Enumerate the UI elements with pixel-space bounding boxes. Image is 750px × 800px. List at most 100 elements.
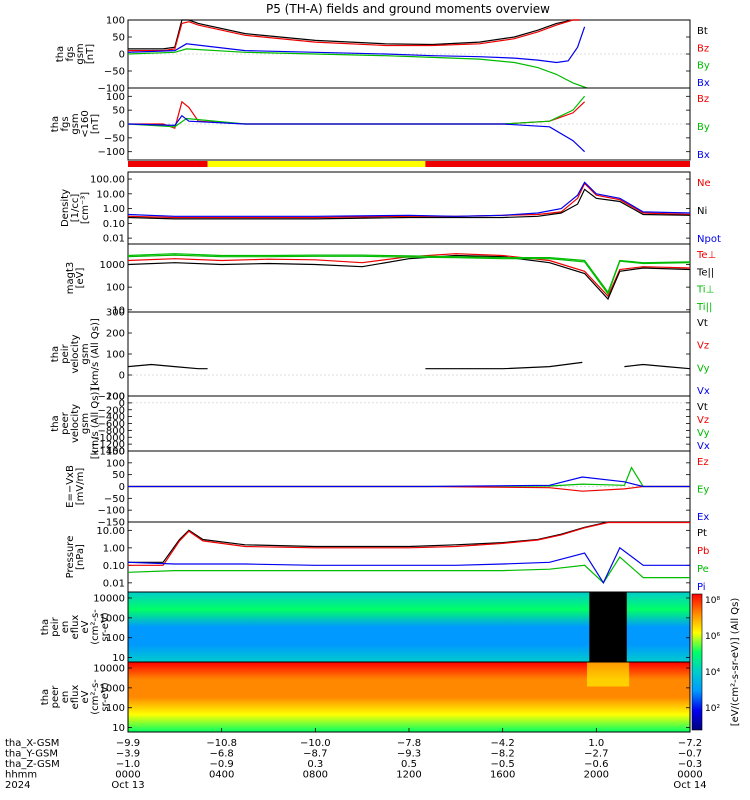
y-tick-label: 100 [106,92,125,103]
y-axis-label: [eV] [75,268,86,289]
x-tick-label: 0800 [303,770,328,781]
y-axis-label: en [60,621,71,634]
spectrogram-band [586,662,630,687]
legend-label: Ex [697,512,709,523]
series-line-Vt [127,363,208,370]
y-axis-label: sr-eV) [100,612,111,641]
series-line-Te⊥ [127,253,691,298]
y-tick-label: 50 [112,106,125,117]
x-tick-label: 0.3 [307,759,323,770]
spectrogram-no-data [589,592,627,662]
legend-label: Ey [697,485,709,496]
x-tick-label: −7.2 [678,738,702,749]
mode-bar-segment [425,161,690,167]
panel-pressure: 10.00 1.00 0.10 0.01 Pressure [nPa] Pt Pb Pe Pi [65,521,709,593]
series-line-Bt [128,19,580,50]
legend-label: Vx [697,441,710,452]
x-tick-label: −0.6 [584,759,608,770]
y-axis-label: gsm [70,113,81,134]
legend-label: Te⊥ [696,250,716,261]
y-axis-label: [km/s (All Qs)] [90,318,101,390]
x-row-label: tha_Z-GSM [5,759,60,770]
panel-frame [127,521,691,593]
legend-label: Ni [697,206,707,217]
y-tick-label: 0.01 [103,234,125,245]
legend-label: Bz [697,43,709,54]
y-axis-label: eV [80,620,91,633]
series-line-Te|| [127,254,691,301]
y-axis-label: [1/cc] [70,194,81,223]
y-axis-label: eflux [70,615,81,640]
panel-peer_eflux: 10000 1000 100 10 tha peer en eflux eV (cm²-s-sr-… [40,661,691,734]
x-row-label: hhmm [5,770,37,781]
series-line-Ti⊥ [127,253,691,294]
legend-label: Te|| [696,267,714,278]
series-line-Ne [127,182,691,219]
panel-peir_eflux: 10000 1000 100 10 tha peir en eflux eV (cm²-s-sr-… [40,591,691,664]
y-axis-label: en [60,691,71,704]
y-tick-label: 0.10 [103,219,125,230]
legend-label: Vz [697,341,709,352]
panel-peer_velocity: 2000−200−400−600−800−1000−1200−1400 tha pe… [50,388,710,460]
y-tick-label: 0 [119,371,125,382]
panel-frame [127,243,691,313]
x-tick-label: 0400 [209,770,234,781]
legend-label: Vt [697,318,708,329]
y-axis-label: Pressure [65,536,76,579]
y-axis-label: peer [60,411,71,435]
legend-label: Npot [697,234,721,245]
y-axis-label: sr-eV) [100,682,111,711]
series-line-Ez [128,485,690,492]
colorbar-tick-label: 10⁴ [705,668,720,678]
legend-label: Bz [697,94,709,105]
x-tick-label: −6.8 [210,749,234,760]
legend-label: Vy [697,363,710,374]
series-line-Ex [128,476,690,488]
y-axis-label: <160 [80,110,91,137]
series-line-Npot [127,181,691,217]
y-tick-label: −100 [98,506,125,517]
x-tick-label: −9.9 [116,738,140,749]
colorbar-tick-label: 10⁸ [705,596,720,606]
x-tick-label: −3.9 [116,749,140,760]
y-tick-label: 10000 [93,663,125,674]
y-axis-label: tha [50,346,61,362]
y-axis-label: fgs [65,46,76,61]
y-tick-label: −50 [104,494,125,505]
y-tick-label: 50 [112,470,125,481]
y-tick-label: 1000 [100,683,125,694]
y-tick-label: 0.10 [103,561,125,572]
series-line-Bx [127,26,586,64]
y-tick-label: 100 [106,703,125,714]
y-tick-label: 300 [106,308,125,319]
y-tick-label: 100 [106,350,125,361]
y-axis-label: peir [50,616,61,636]
y-tick-label: 0 [119,50,125,61]
x-tick-label: 1600 [490,770,515,781]
x-tick-label: −8.2 [491,749,515,760]
y-axis-label: Density [60,189,71,227]
y-tick-label: 0 [119,398,125,409]
y-axis-label: [nT] [85,44,96,64]
colorbar-label: [eV/(cm²-s-sr-eV)] (All Qs) [730,598,741,727]
series-line-Bz [128,19,580,52]
legend-label: By [697,61,710,72]
legend-label: By [697,122,710,133]
x-tick-label: Oct 14 [673,780,706,791]
colorbar-tick-label: 10⁶ [705,632,720,642]
x-tick-label: −10.0 [300,738,331,749]
panel-frame [127,311,691,397]
y-tick-label: 150 [106,447,125,458]
y-tick-label: 100 [106,283,125,294]
x-tick-label: 0.5 [401,759,417,770]
legend-label: Ti⊥ [696,285,714,296]
y-axis-label: gsm [80,413,91,434]
y-axis-label: [nT] [90,114,101,134]
y-tick-label: 100 [106,458,125,469]
x-tick-label: −1.0 [116,759,140,770]
y-axis-label: [km/s (All Qs)] [90,388,101,460]
legend-label: Ne [697,178,711,189]
legend-label: Bx [697,78,710,89]
y-axis-label: [cm⁻³] [80,192,91,224]
